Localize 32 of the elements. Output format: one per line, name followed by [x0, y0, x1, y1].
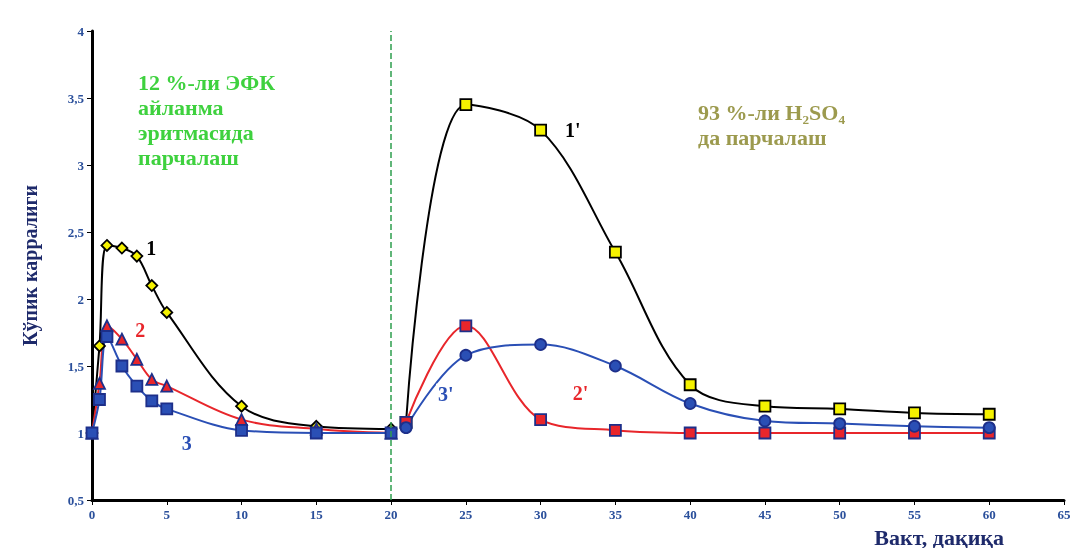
- series-label: 2: [135, 318, 146, 341]
- y-tick-label: 1: [77, 425, 84, 441]
- series-label: 3: [181, 432, 192, 455]
- x-axis-title: Вакт, дақиқа: [874, 524, 1004, 550]
- y-tick-label: 0,5: [67, 492, 85, 508]
- x-tick-label: 0: [88, 507, 96, 522]
- series-label: 2': [572, 382, 589, 405]
- x-tick-label: 40: [683, 507, 697, 522]
- x-tick-label: 50: [833, 507, 847, 522]
- y-tick-label: 3: [77, 157, 85, 173]
- x-tick-label: 35: [608, 507, 623, 522]
- x-tick-label: 55: [907, 507, 922, 522]
- series-label: 3': [438, 382, 454, 405]
- series-label: 1': [565, 119, 581, 142]
- x-tick-label: 10: [235, 507, 249, 522]
- annotation: 12 %-ли ЭФК айланма эритмасида парчалаш: [138, 70, 276, 170]
- x-tick-label: 5: [163, 507, 171, 522]
- x-tick-label: 30: [534, 507, 548, 522]
- y-axis-title: Кўпик карралиги: [19, 184, 42, 347]
- x-tick-label: 65: [1057, 507, 1071, 522]
- annotation: 93 %-ли H₂SO₄ да парчалаш: [698, 100, 846, 150]
- series-label: 1: [146, 237, 157, 260]
- x-tick-label: 15: [309, 507, 324, 522]
- y-tick-label: 3,5: [67, 90, 85, 106]
- y-tick-label: 2,5: [67, 224, 85, 240]
- x-tick-label: 45: [758, 507, 772, 522]
- y-tick-label: 2: [77, 291, 84, 307]
- x-tick-label: 20: [384, 507, 398, 522]
- x-tick-label: 60: [982, 507, 996, 522]
- y-tick-label: 4: [77, 23, 85, 39]
- y-tick-label: 1,5: [67, 358, 85, 374]
- x-tick-label: 25: [459, 507, 473, 522]
